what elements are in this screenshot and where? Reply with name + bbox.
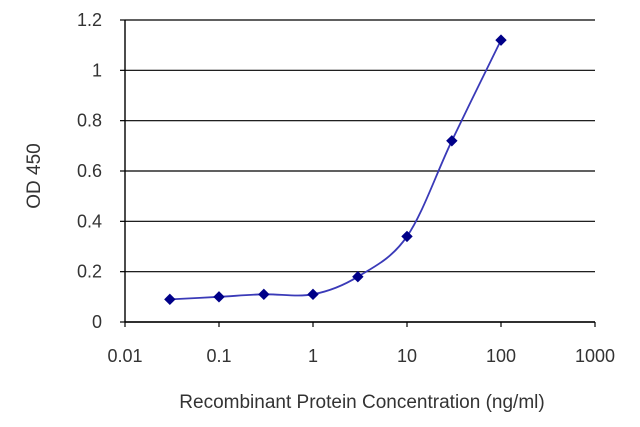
data-point-2 <box>258 288 270 301</box>
x-tick-label-0: 0.01 <box>107 346 142 366</box>
x-axis-title: Recombinant Protein Concentration (ng/ml… <box>179 392 544 413</box>
y-tick-label-2: 0.4 <box>77 211 102 231</box>
y-axis-title: OD 450 <box>24 143 45 208</box>
x-tick-label-3: 10 <box>397 346 417 366</box>
data-point-0 <box>164 293 176 306</box>
data-point-3 <box>307 288 319 301</box>
data-point-1 <box>213 291 225 303</box>
y-tick-label-5: 1 <box>92 60 102 80</box>
data-point-4 <box>352 270 364 283</box>
y-tick-label-4: 0.8 <box>77 111 102 131</box>
grid-lines <box>125 19 595 323</box>
data-point-5 <box>401 230 413 243</box>
x-tick-label-2: 1 <box>308 346 318 366</box>
x-tick-label-5: 1000 <box>575 346 615 366</box>
data-series <box>164 34 507 306</box>
y-tick-label-3: 0.6 <box>77 161 102 181</box>
y-tick-label-0: 0 <box>92 312 102 332</box>
x-tick-label-1: 0.1 <box>206 346 231 366</box>
y-tick-label-6: 1.2 <box>77 10 102 30</box>
series-line-0 <box>169 39 502 301</box>
x-tick-label-4: 100 <box>486 346 516 366</box>
tick-labels: 0 0.2 0.4 0.6 0.8 1 1.2 0.01 0.1 1 10 100 1000 <box>77 10 615 366</box>
axes <box>120 19 596 327</box>
data-point-7 <box>495 34 507 46</box>
y-tick-label-1: 0.2 <box>77 262 102 282</box>
data-point-6 <box>446 135 458 147</box>
